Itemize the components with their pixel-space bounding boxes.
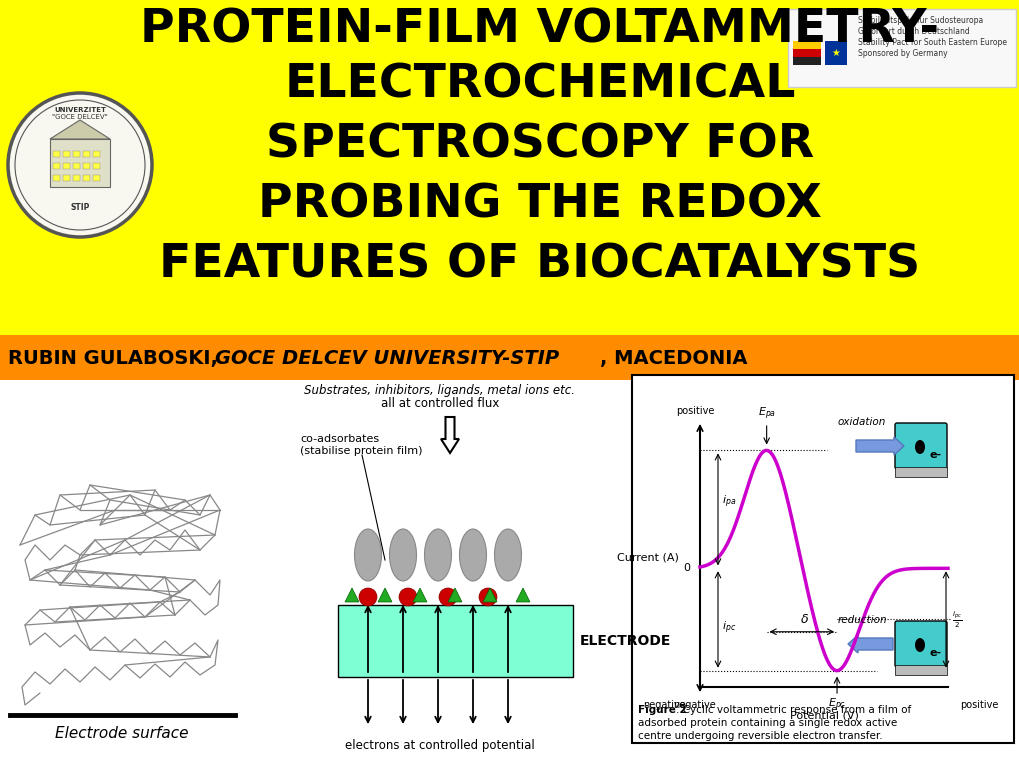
Text: $E_{pc}$: $E_{pc}$ [827, 697, 846, 713]
FancyArrow shape [440, 417, 459, 453]
FancyBboxPatch shape [0, 335, 1019, 380]
Polygon shape [447, 588, 462, 602]
Text: electrons at controlled potential: electrons at controlled potential [344, 738, 534, 751]
FancyBboxPatch shape [0, 377, 1019, 765]
Polygon shape [516, 588, 530, 602]
Text: Substrates, inhibitors, ligands, metal ions etc.: Substrates, inhibitors, ligands, metal i… [305, 383, 575, 396]
Text: negative: negative [673, 700, 715, 710]
FancyBboxPatch shape [337, 605, 573, 677]
Text: $i_{pc}$: $i_{pc}$ [721, 620, 736, 636]
Text: e-: e- [929, 450, 942, 460]
Text: Stability Pact for South Eastern Europe: Stability Pact for South Eastern Europe [857, 37, 1006, 47]
Ellipse shape [389, 529, 416, 581]
Text: Sponsored by Germany: Sponsored by Germany [857, 48, 947, 57]
Text: ★: ★ [830, 48, 840, 58]
Text: 0: 0 [683, 563, 689, 573]
Text: adsorbed protein containing a single redox active: adsorbed protein containing a single red… [637, 718, 897, 728]
Text: "GOCE DELCEV": "GOCE DELCEV" [52, 114, 108, 120]
Polygon shape [344, 588, 359, 602]
Text: . Cyclic voltammetric response from a film of: . Cyclic voltammetric response from a fi… [676, 705, 910, 715]
FancyBboxPatch shape [788, 9, 1015, 87]
Text: PROBING THE REDOX: PROBING THE REDOX [258, 183, 821, 227]
FancyBboxPatch shape [53, 163, 60, 169]
FancyBboxPatch shape [63, 151, 70, 157]
Text: PROTEIN-FILM VOLTAMMETRY-: PROTEIN-FILM VOLTAMMETRY- [141, 8, 938, 53]
FancyBboxPatch shape [894, 467, 946, 477]
Text: FEATURES OF BIOCATALYSTS: FEATURES OF BIOCATALYSTS [159, 243, 920, 288]
FancyBboxPatch shape [792, 41, 820, 49]
Ellipse shape [914, 440, 924, 454]
Polygon shape [413, 588, 427, 602]
Text: Current (A): Current (A) [616, 553, 679, 563]
Polygon shape [50, 120, 110, 139]
Polygon shape [378, 588, 391, 602]
Ellipse shape [424, 529, 451, 581]
Circle shape [398, 588, 417, 606]
Text: Electrode surface: Electrode surface [55, 725, 189, 741]
Text: UNIVERZITET: UNIVERZITET [54, 107, 106, 113]
Ellipse shape [355, 529, 381, 581]
FancyBboxPatch shape [83, 175, 90, 181]
FancyBboxPatch shape [63, 175, 70, 181]
Text: STIP: STIP [70, 203, 90, 211]
FancyBboxPatch shape [53, 175, 60, 181]
Text: reduction: reduction [837, 615, 886, 625]
Text: , MACEDONIA: , MACEDONIA [599, 349, 747, 367]
Circle shape [438, 588, 457, 606]
Text: ELECTRODE: ELECTRODE [580, 634, 671, 648]
Text: $i_{pa}$: $i_{pa}$ [721, 493, 736, 509]
Text: positive: positive [959, 700, 998, 710]
Text: ELECTROCHEMICAL: ELECTROCHEMICAL [284, 63, 795, 108]
Text: $E_{pa}$: $E_{pa}$ [757, 405, 775, 422]
Text: positive: positive [676, 406, 713, 416]
FancyBboxPatch shape [93, 163, 100, 169]
Polygon shape [483, 588, 496, 602]
Text: Figure 2: Figure 2 [637, 705, 686, 715]
Ellipse shape [494, 529, 521, 581]
Text: GOCE DELCEV UNIVERSITY-STIP: GOCE DELCEV UNIVERSITY-STIP [215, 349, 558, 367]
Circle shape [8, 93, 152, 237]
Text: centre undergoing reversible electron transfer.: centre undergoing reversible electron tr… [637, 731, 881, 741]
FancyBboxPatch shape [93, 175, 100, 181]
Text: Stabilitatspakt fur Sudosteuropa: Stabilitatspakt fur Sudosteuropa [857, 15, 982, 24]
FancyBboxPatch shape [824, 41, 846, 65]
Text: $\delta$: $\delta$ [800, 613, 809, 626]
Ellipse shape [914, 638, 924, 652]
Ellipse shape [459, 529, 486, 581]
FancyBboxPatch shape [83, 151, 90, 157]
FancyBboxPatch shape [894, 665, 946, 675]
Text: all at controlled flux: all at controlled flux [380, 396, 498, 409]
FancyBboxPatch shape [73, 175, 79, 181]
FancyBboxPatch shape [63, 163, 70, 169]
Text: RUBIN GULABOSKI,: RUBIN GULABOSKI, [8, 349, 224, 367]
FancyBboxPatch shape [792, 49, 820, 57]
FancyArrow shape [847, 635, 892, 653]
Text: Potential (V): Potential (V) [789, 710, 858, 720]
Text: $\frac{i_{pc}}{2}$: $\frac{i_{pc}}{2}$ [951, 609, 961, 630]
FancyBboxPatch shape [93, 151, 100, 157]
FancyBboxPatch shape [792, 57, 820, 65]
Circle shape [359, 588, 377, 606]
FancyBboxPatch shape [632, 375, 1013, 743]
Circle shape [479, 588, 496, 606]
Text: co-adsorbates
(stabilise protein film): co-adsorbates (stabilise protein film) [300, 435, 422, 456]
FancyBboxPatch shape [53, 151, 60, 157]
FancyBboxPatch shape [73, 151, 79, 157]
FancyBboxPatch shape [73, 163, 79, 169]
FancyBboxPatch shape [894, 423, 946, 469]
Text: Gefordert durch Deutschland: Gefordert durch Deutschland [857, 27, 969, 35]
Text: oxidation: oxidation [837, 417, 886, 427]
FancyBboxPatch shape [83, 163, 90, 169]
FancyBboxPatch shape [894, 621, 946, 667]
Text: negative: negative [643, 700, 686, 710]
Text: e-: e- [929, 648, 942, 658]
FancyBboxPatch shape [50, 139, 110, 187]
Text: SPECTROSCOPY FOR: SPECTROSCOPY FOR [266, 122, 813, 168]
FancyBboxPatch shape [0, 0, 1019, 355]
FancyArrow shape [855, 437, 903, 455]
